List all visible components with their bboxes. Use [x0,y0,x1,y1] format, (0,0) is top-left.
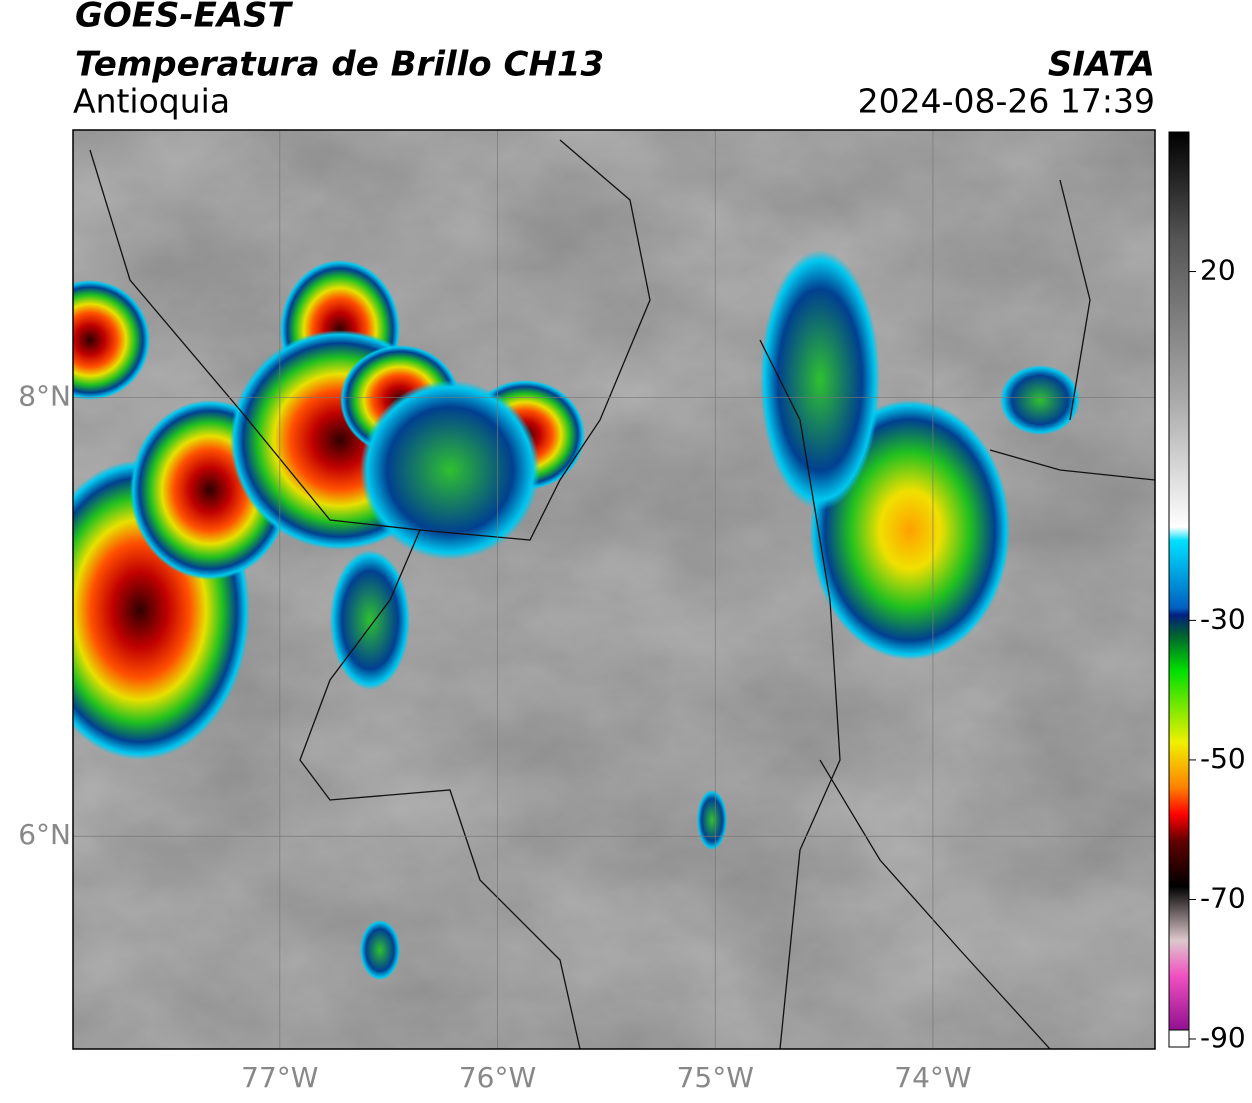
colorbar-extend [1168,1029,1190,1048]
source: SIATA [1048,45,1155,85]
x-tick-label: 77°W [241,1061,318,1094]
colorbar [1168,131,1190,1031]
colorbar-tick-label: -70 [1200,881,1246,914]
storm-cell [360,920,400,980]
storm-cell [360,380,540,560]
boundaries [89,139,1155,1049]
x-tick-label: 76°W [459,1061,536,1094]
storm-cell [760,250,880,510]
subtitle: Temperatura de Brillo CH13 [75,45,604,85]
colorbar-tick-label: 20 [1200,254,1236,287]
graticule [73,130,1155,1049]
colorbar-tick-label: -30 [1200,602,1246,635]
datetime: 2024-08-26 17:39 [858,82,1155,121]
x-tick-label: 74°W [894,1061,971,1094]
title: GOES-EAST [75,0,294,36]
y-tick-label: 6°N [18,818,71,851]
colorbar-tick-label: -90 [1200,1021,1246,1054]
satellite-image [73,130,1155,1049]
region: Antioquia [73,82,230,121]
storm-cell [73,280,150,400]
colorbar-tick-label: -50 [1200,742,1246,775]
x-tick-label: 75°W [677,1061,754,1094]
storm-cell [1000,365,1080,435]
y-tick-label: 8°N [18,380,71,413]
storm-cell [697,790,727,850]
map-frame [72,129,1156,1050]
storm-cell [330,550,410,690]
